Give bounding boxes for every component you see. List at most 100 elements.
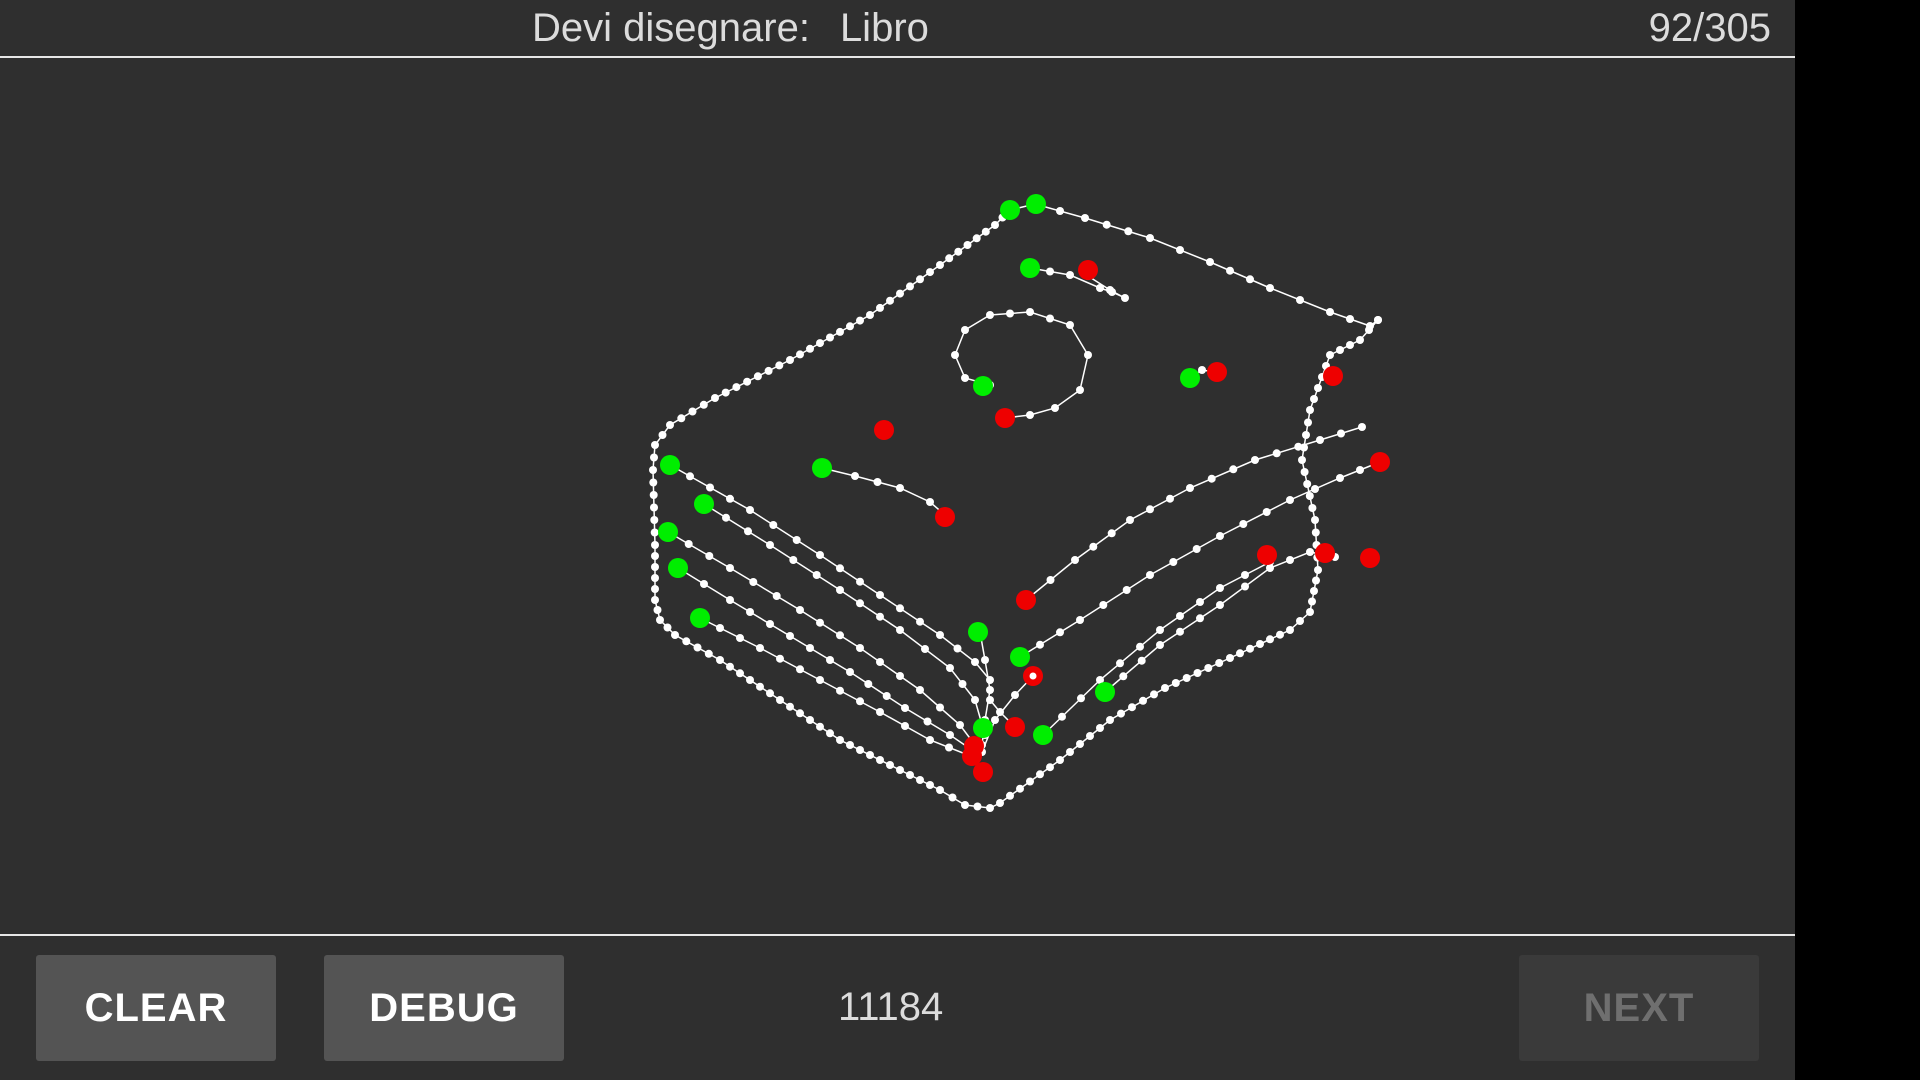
stroke-end-marker (1315, 543, 1335, 563)
stroke-point (796, 606, 804, 614)
stroke-point (1314, 384, 1322, 392)
stroke-point (1312, 576, 1320, 585)
stroke-point (1071, 556, 1079, 564)
stroke-point (936, 786, 944, 794)
stroke-end-marker (1323, 366, 1343, 386)
stroke-point (1026, 411, 1034, 419)
stroke-start-marker (694, 494, 714, 514)
stroke-point (656, 616, 664, 624)
stroke-point (986, 676, 994, 684)
stroke-point (700, 580, 708, 588)
stroke-point (1241, 582, 1249, 591)
stroke-point (651, 563, 659, 571)
stroke-point (705, 552, 714, 560)
stroke-point (836, 631, 844, 640)
stroke-point (946, 731, 954, 739)
stroke-point (726, 564, 734, 572)
stroke-start-marker (658, 522, 678, 542)
stroke-point (946, 664, 954, 672)
stroke-point (776, 654, 784, 663)
stroke-point (1251, 456, 1259, 464)
stroke-start-marker (1010, 647, 1030, 667)
stroke-point (671, 631, 679, 639)
stroke-point (764, 366, 773, 375)
stroke-point (1051, 404, 1059, 412)
stroke-point (1286, 496, 1294, 504)
stroke-point (716, 656, 724, 664)
stroke-end-marker (962, 746, 982, 766)
stroke-point (896, 289, 904, 298)
stroke-point (1066, 271, 1074, 279)
stroke-point (663, 623, 672, 632)
stroke-point (906, 282, 914, 291)
clear-button[interactable]: CLEAR (36, 955, 276, 1061)
stroke-point (806, 344, 814, 353)
stroke-point (1156, 626, 1164, 634)
stroke-point (1117, 709, 1125, 718)
stroke-point (706, 483, 714, 492)
stroke-point (1316, 436, 1324, 444)
stroke-point (961, 374, 969, 382)
stroke-point (651, 596, 659, 604)
stroke-point (896, 604, 904, 613)
stroke-point (991, 716, 999, 724)
stroke-end-marker (1257, 545, 1277, 565)
stroke-line (667, 531, 976, 746)
stroke-point (1193, 669, 1202, 677)
stroke-point (866, 751, 874, 759)
stroke-point (786, 632, 794, 640)
stroke-point (1216, 601, 1224, 609)
stroke-point (948, 793, 957, 802)
stroke-end-marker (1360, 548, 1380, 568)
stroke-point (1046, 267, 1054, 276)
stroke-point (1365, 326, 1373, 334)
stroke-point (743, 377, 752, 386)
stroke-point (1026, 308, 1034, 316)
stroke-line (1025, 426, 1363, 601)
stroke-point (926, 781, 934, 789)
stroke-point (1171, 679, 1180, 687)
stroke-point (856, 697, 864, 706)
stroke-end-marker (973, 762, 993, 782)
stroke-point (1236, 649, 1244, 658)
stroke-point (682, 637, 691, 646)
stroke-point (936, 703, 944, 712)
stroke-point (901, 722, 909, 730)
stroke-point (650, 503, 658, 512)
stroke-point (1196, 598, 1204, 606)
header-bar: Devi disegnare: Libro 92/305 (0, 0, 1795, 58)
stroke-point (876, 708, 884, 716)
stroke-point (836, 736, 844, 744)
prompt-word: Libro (839, 6, 929, 50)
stroke-point (896, 672, 904, 680)
stroke-point (836, 686, 844, 695)
stroke-point (896, 626, 904, 634)
stroke-point (766, 620, 774, 628)
stroke-point (1026, 777, 1034, 786)
stroke-point (1066, 321, 1074, 329)
stroke-point (1198, 366, 1206, 374)
stroke-point (1286, 626, 1294, 634)
stroke-point (1029, 672, 1037, 680)
stroke-end-marker (1016, 590, 1036, 610)
stroke-point (1262, 508, 1271, 516)
stroke-line (703, 503, 986, 736)
stroke-point (1122, 586, 1131, 594)
stroke-point (1356, 336, 1364, 344)
stroke-point (1300, 468, 1309, 476)
stroke-point (1081, 214, 1089, 222)
stroke-start-marker (1180, 368, 1200, 388)
stroke-point (882, 692, 891, 700)
stroke-end-marker (1370, 452, 1390, 472)
stroke-point (1246, 644, 1254, 653)
debug-button[interactable]: DEBUG (324, 955, 564, 1061)
stroke-point (1241, 571, 1249, 579)
stroke-end-marker (935, 507, 955, 527)
stroke-point (756, 682, 764, 691)
drawing-canvas[interactable] (0, 58, 1795, 934)
stroke-start-marker (1095, 682, 1115, 702)
stroke-point (1124, 227, 1133, 236)
stroke-point (688, 407, 697, 416)
stroke-point (826, 333, 834, 342)
stroke-point (963, 241, 972, 249)
